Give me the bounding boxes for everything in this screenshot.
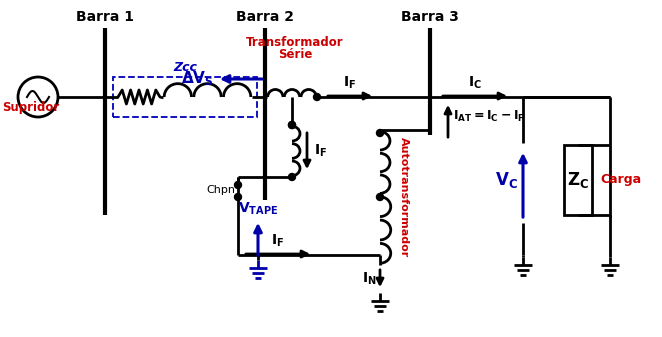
Text: $\mathbf{I_{AT}=I_C-I_F}$: $\mathbf{I_{AT}=I_C-I_F}$: [453, 109, 525, 124]
Text: Barra 2: Barra 2: [236, 10, 294, 24]
Circle shape: [289, 174, 295, 181]
Text: $\mathbf{V_{TAPE}}$: $\mathbf{V_{TAPE}}$: [238, 201, 278, 217]
Text: Autotransformador: Autotransformador: [399, 137, 409, 257]
Text: $\mathbf{I_F}$: $\mathbf{I_F}$: [314, 143, 327, 159]
Text: $\mathbf{I_N}$: $\mathbf{I_N}$: [362, 271, 377, 287]
Text: Supridor: Supridor: [2, 100, 60, 114]
Text: Série: Série: [278, 49, 312, 61]
FancyBboxPatch shape: [564, 145, 592, 215]
Text: Zcc: Zcc: [173, 61, 197, 74]
Text: Chpn: Chpn: [206, 185, 235, 195]
Circle shape: [314, 93, 320, 100]
Circle shape: [377, 129, 383, 136]
Text: $\mathbf{V_C}$: $\mathbf{V_C}$: [495, 170, 518, 190]
Text: $\mathbf{\Delta V_S}$: $\mathbf{\Delta V_S}$: [181, 70, 214, 88]
Circle shape: [377, 193, 383, 201]
Text: $\mathbf{I_F}$: $\mathbf{I_F}$: [344, 75, 357, 91]
Text: Barra 1: Barra 1: [76, 10, 134, 24]
Circle shape: [289, 122, 295, 128]
Text: $\mathbf{Z_C}$: $\mathbf{Z_C}$: [567, 170, 589, 190]
Text: $\mathbf{I_F}$: $\mathbf{I_F}$: [271, 233, 285, 249]
Text: Carga: Carga: [600, 174, 641, 186]
Text: $\mathbf{I_C}$: $\mathbf{I_C}$: [468, 75, 482, 91]
Circle shape: [234, 182, 242, 188]
Circle shape: [234, 193, 242, 201]
Text: Barra 3: Barra 3: [401, 10, 459, 24]
Circle shape: [289, 122, 295, 128]
Text: Transformador: Transformador: [246, 35, 344, 49]
